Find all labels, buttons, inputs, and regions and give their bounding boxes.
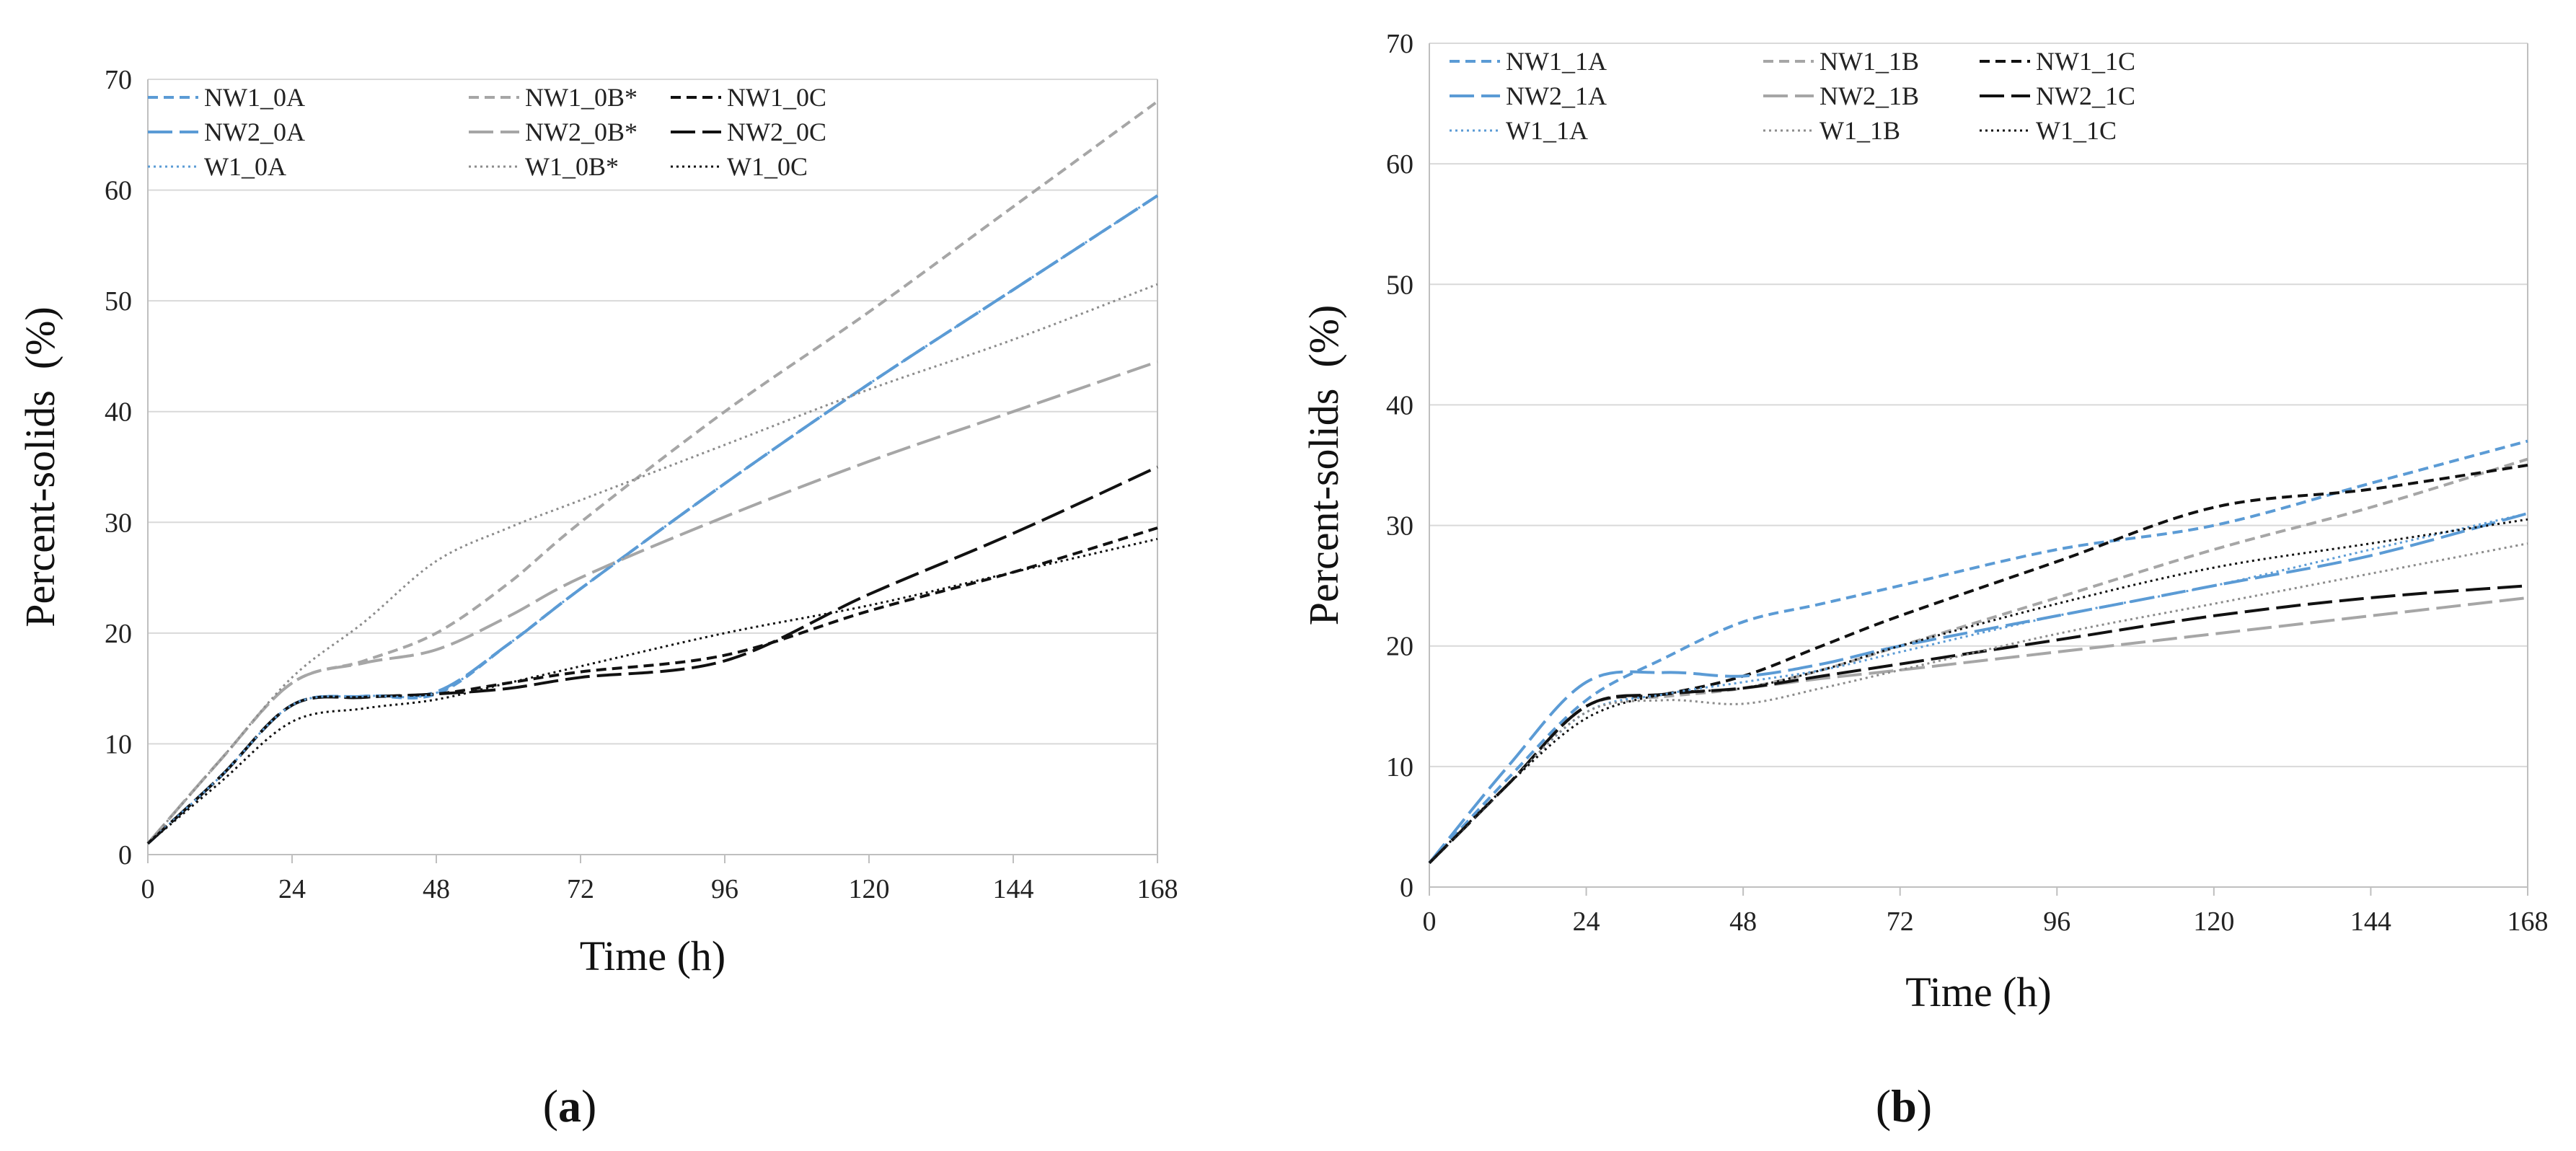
x-axis-title: Time (h) xyxy=(580,932,726,979)
x-tick-label: 144 xyxy=(2350,907,2391,937)
x-axis-title: Time (h) xyxy=(1905,969,2052,1015)
x-tick-label: 0 xyxy=(1423,907,1437,937)
legend-label: W1_1B xyxy=(1819,116,1900,145)
y-tick-label: 40 xyxy=(1386,390,1413,420)
panel-label: (a) xyxy=(543,1080,597,1132)
x-tick-label: 144 xyxy=(993,874,1034,904)
y-tick-label: 40 xyxy=(105,397,132,428)
legend-label: NW1_1C xyxy=(2036,47,2135,76)
x-tick-label: 48 xyxy=(1729,907,1757,937)
y-tick-label: 0 xyxy=(118,840,132,870)
series-line-w1-0c xyxy=(147,537,1158,844)
legend-label: NW2_0B* xyxy=(525,118,638,146)
x-tick-label: 96 xyxy=(2043,907,2070,937)
y-tick-label: 70 xyxy=(1386,29,1413,59)
x-tick-label: 168 xyxy=(1137,874,1178,904)
legend-label: NW2_1B xyxy=(1819,81,1919,110)
legend-label: NW1_0A xyxy=(204,83,305,112)
panel-label-close: ) xyxy=(581,1080,596,1132)
series-line-nw2-1c xyxy=(1428,584,2528,865)
series-line-nw2-0c xyxy=(146,465,1158,845)
y-axis-title: Percent-solids (%) xyxy=(17,307,63,627)
y-tick-label: 20 xyxy=(1386,632,1413,662)
y-tick-label: 50 xyxy=(105,286,132,317)
panel-label-close: ) xyxy=(1917,1080,1932,1132)
x-tick-label: 48 xyxy=(423,874,450,904)
series-line-w1-0a xyxy=(146,195,1158,844)
y-tick-label: 20 xyxy=(105,619,132,649)
legend-label: NW1_0B* xyxy=(525,83,638,112)
legend-label: NW2_1A xyxy=(1506,81,1607,110)
x-tick-label: 120 xyxy=(849,874,890,904)
panel-label: (b) xyxy=(1876,1080,1932,1132)
legend-label: NW1_1A xyxy=(1506,47,1607,76)
x-tick-label: 96 xyxy=(711,874,738,904)
panel-label-letter: a xyxy=(558,1080,581,1132)
x-tick-label: 72 xyxy=(1887,907,1914,937)
y-tick-label: 10 xyxy=(1386,752,1413,782)
legend-label: NW2_0A xyxy=(204,118,305,146)
panel-label-letter: b xyxy=(1891,1080,1917,1132)
y-tick-label: 30 xyxy=(1386,511,1413,542)
series-line-nw1-1a xyxy=(1428,439,2528,864)
y-tick-label: 50 xyxy=(1386,270,1413,300)
legend-label: W1_0B* xyxy=(525,152,619,181)
x-tick-label: 24 xyxy=(1573,907,1600,937)
x-tick-label: 72 xyxy=(567,874,594,904)
legend-label: NW1_1B xyxy=(1819,47,1919,76)
legend-label: W1_0A xyxy=(204,152,286,181)
y-tick-label: 60 xyxy=(1386,149,1413,180)
panel-label-open: ( xyxy=(543,1080,558,1132)
y-tick-label: 10 xyxy=(105,729,132,759)
legend-label: NW2_0C xyxy=(727,118,826,146)
series-line-w1-0b- xyxy=(146,283,1158,844)
series-line-nw2-1a xyxy=(1428,511,2528,864)
x-tick-label: 120 xyxy=(2193,907,2234,937)
x-tick-label: 24 xyxy=(278,874,306,904)
y-tick-label: 60 xyxy=(105,176,132,206)
x-tick-label: 0 xyxy=(141,874,155,904)
chart-panel-a: 0 10 20 30 40 50 60 70 0 24 48 72 96 120 144 168 NW1_0A N… xyxy=(17,65,1178,1132)
y-axis-title: Percent-solids (%) xyxy=(1300,305,1347,626)
legend-label: W1_1C xyxy=(2036,116,2117,145)
legend-label: W1_0C xyxy=(727,152,808,181)
x-tick-label: 168 xyxy=(2507,907,2549,937)
y-tick-label: 0 xyxy=(1400,873,1413,903)
series-line-nw2-0b- xyxy=(146,360,1158,844)
y-tick-label: 30 xyxy=(105,508,132,538)
chart-panel-b: 0 10 20 30 40 50 60 70 0 24 48 72 96 120 144 168 NW1_1A N… xyxy=(1300,29,2549,1132)
legend-label: NW2_1C xyxy=(2036,81,2135,110)
y-tick-label: 70 xyxy=(105,65,132,95)
panel-label-open: ( xyxy=(1876,1080,1891,1132)
legend-label: NW1_0C xyxy=(727,83,826,112)
legend-label: W1_1A xyxy=(1506,116,1588,145)
